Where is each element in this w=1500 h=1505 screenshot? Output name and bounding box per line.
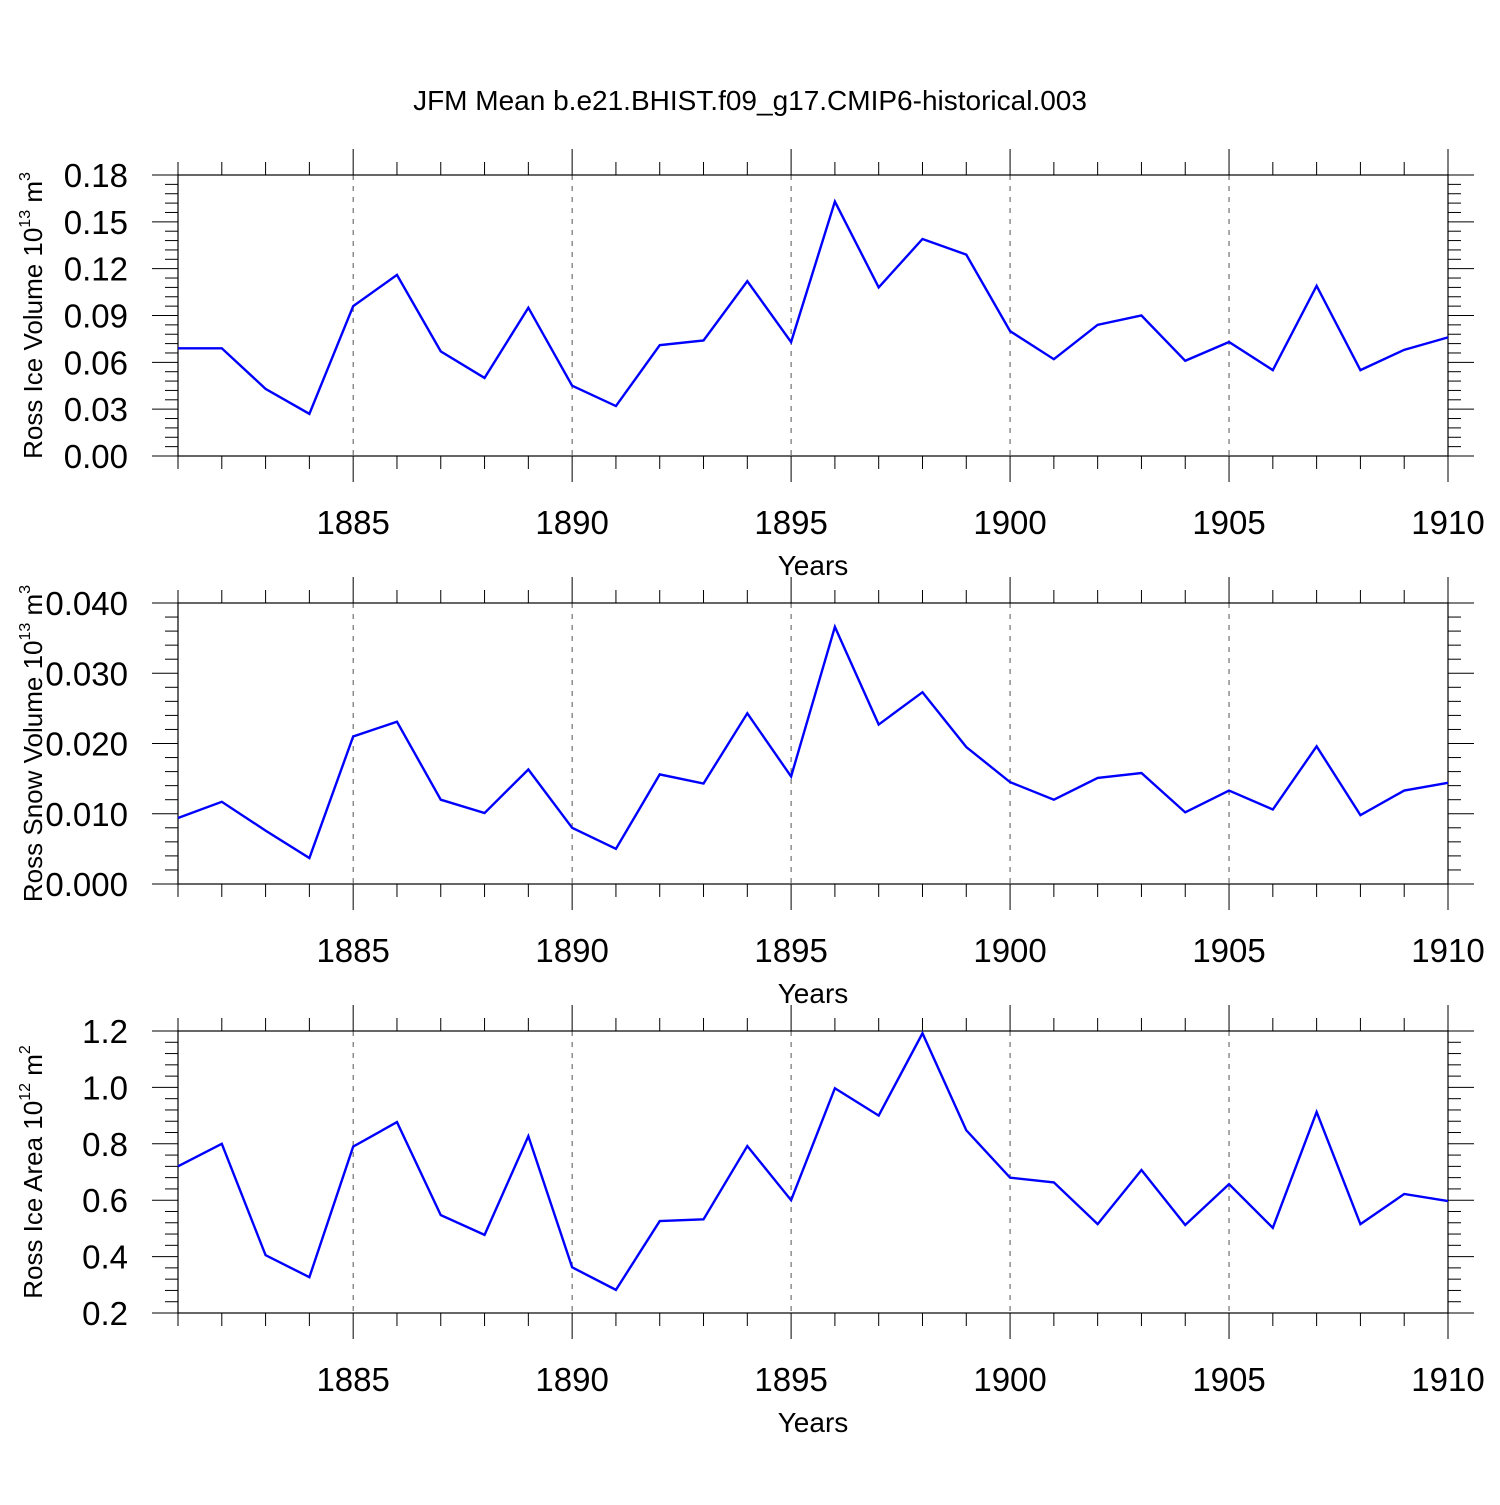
y-axis-label-exponent: 13	[17, 210, 34, 228]
x-tick-label: 1890	[535, 504, 608, 541]
x-tick-label: 1895	[754, 932, 827, 969]
y-axis-label-text: Ross Snow Volume 10	[18, 641, 48, 903]
x-tick-label: 1900	[973, 504, 1046, 541]
y-axis-label-text: Ross Ice Area 10	[18, 1101, 48, 1299]
x-axis-label: Years	[778, 1407, 849, 1438]
y-tick-label: 0.4	[82, 1239, 128, 1276]
x-tick-label: 1895	[754, 504, 827, 541]
x-tick-label: 1890	[535, 932, 608, 969]
y-tick-label: 0.03	[64, 391, 128, 428]
y-tick-label: 0.6	[82, 1182, 128, 1219]
y-axis-label-exponent: 13	[17, 623, 34, 641]
y-tick-label: 1.0	[82, 1069, 128, 1106]
plot-frame	[177, 602, 1449, 885]
y-tick-label: 0.000	[45, 866, 128, 903]
y-axis-label-text: m	[18, 181, 48, 210]
x-tick-label: 1910	[1411, 504, 1484, 541]
chart-panel-3: 1885 1890 1895 1900 1905 1910 Years 0.2 0.4 0.6 0.…	[17, 1005, 1485, 1438]
y-axis-label-exponent: 12	[17, 1083, 34, 1101]
y-axis-label: Ross Snow Volume 1013 m3	[17, 585, 48, 902]
series-line	[177, 1030, 1449, 1292]
x-tick-label: 1905	[1192, 1361, 1265, 1398]
series-line	[178, 198, 1449, 416]
y-tick-label: 0.030	[45, 655, 128, 692]
y-tick-label: 0.010	[45, 796, 128, 833]
chart-panel-1: 1885 1890 1895 1900 1905 1910 Years 0.00 0.03 0.0…	[17, 149, 1485, 581]
y-axis-label-text: m	[18, 1054, 48, 1083]
plot-frame	[177, 174, 1449, 457]
series-line	[177, 623, 1449, 860]
x-axis-label: Years	[778, 550, 849, 581]
y-axis-label: Ross Ice Area 1012 m2	[17, 1045, 48, 1299]
x-tick-label: 1910	[1411, 932, 1484, 969]
x-tick-label: 1895	[754, 1361, 827, 1398]
x-tick-label: 1910	[1411, 1361, 1484, 1398]
x-axis-label: Years	[778, 978, 849, 1009]
x-tick-label: 1900	[973, 1361, 1046, 1398]
chart-panel-2: 1885 1890 1895 1900 1905 1910 Years 0.000 0.010 0…	[17, 577, 1485, 1009]
y-tick-label: 0.00	[64, 438, 128, 475]
y-tick-label: 0.8	[82, 1126, 128, 1163]
y-tick-label: 0.06	[64, 344, 128, 381]
y-tick-label: 0.12	[64, 251, 128, 288]
y-axis-label-exponent: 2	[17, 1045, 34, 1054]
y-axis-label-text: m	[18, 594, 48, 623]
x-tick-label: 1885	[316, 932, 389, 969]
y-axis-label-exponent: 3	[17, 585, 34, 594]
x-tick-label: 1900	[973, 932, 1046, 969]
x-tick-label: 1885	[316, 1361, 389, 1398]
y-tick-label: 0.020	[45, 726, 128, 763]
x-tick-label: 1905	[1192, 932, 1265, 969]
x-tick-label: 1890	[535, 1361, 608, 1398]
y-axis-label-text: Ross Ice Volume 10	[18, 228, 48, 459]
y-tick-label: 0.18	[64, 157, 128, 194]
y-tick-label: 0.2	[82, 1295, 128, 1332]
x-tick-label: 1885	[316, 504, 389, 541]
y-tick-label: 0.040	[45, 585, 128, 622]
y-tick-label: 1.2	[82, 1013, 128, 1050]
y-axis-label: Ross Ice Volume 1013 m3	[17, 172, 48, 459]
y-tick-label: 0.15	[64, 204, 128, 241]
y-axis-label-exponent: 3	[17, 172, 34, 181]
chart-title: JFM Mean b.e21.BHIST.f09_g17.CMIP6-histo…	[413, 85, 1087, 116]
plot-frame	[177, 1030, 1449, 1314]
y-tick-label: 0.09	[64, 298, 128, 335]
x-tick-label: 1905	[1192, 504, 1265, 541]
